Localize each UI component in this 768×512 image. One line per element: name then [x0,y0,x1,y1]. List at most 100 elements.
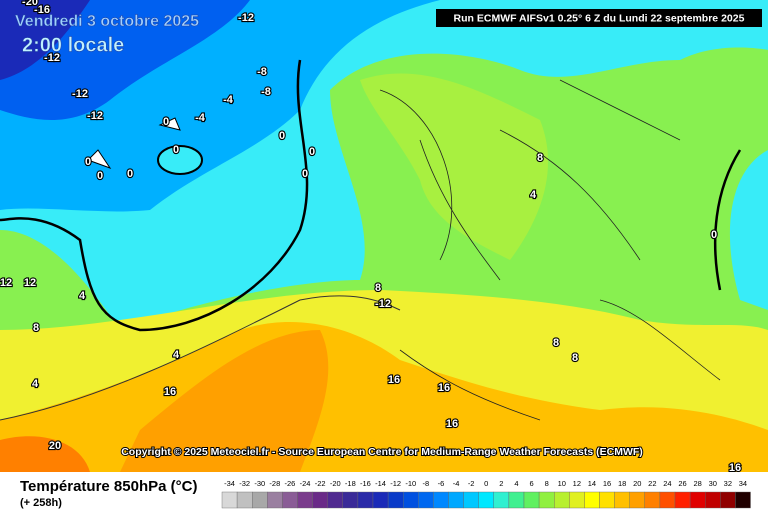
contour-label: 16 [438,382,450,394]
legend-tick-label: -14 [375,479,386,488]
contour-label: 8 [33,322,39,334]
legend-tick-label: 2 [499,479,503,488]
zero-isotherm [0,59,309,332]
legend-swatch [599,491,615,509]
legend-swatch [659,491,676,509]
contour-label: 8 [537,152,543,164]
legend-swatch [569,491,585,509]
legend-swatch [251,491,268,509]
legend-swatch [629,491,646,509]
legend-tick-label: -4 [453,479,460,488]
contour-label: -12 [238,12,254,24]
legend-tick-label: 20 [633,479,641,488]
contour-label: 0 [163,116,169,128]
legend-swatch [418,491,434,509]
legend-tick-label: -30 [254,479,265,488]
isotherm [0,295,401,421]
legend-tick-label: -32 [239,479,250,488]
legend-tick-label: -10 [405,479,416,488]
contour-label: 0 [97,170,103,182]
contour-label: -4 [195,112,206,124]
contour-label: 12 [24,277,36,289]
contour-label: 0 [711,229,717,241]
legend-tick-label: -24 [300,479,311,488]
contour-label: 20 [49,440,61,452]
contour-label: 16 [729,462,741,474]
contour-label: 0 [279,130,285,142]
legend-tick-label: -22 [315,479,326,488]
map [0,0,768,472]
legend-swatch [342,491,359,509]
contour-label: 4 [79,290,86,302]
mild-zone-2 [360,73,549,260]
contour-label: -8 [257,66,267,78]
legend-swatch [312,491,328,509]
legend-tick-label: 8 [545,479,549,488]
legend-swatch [463,491,479,509]
legend-tick-label: 18 [618,479,626,488]
copyright: Copyright © 2025 Meteociel.fr - Source E… [121,446,643,458]
legend-tick-label: -20 [330,479,341,488]
legend-swatch [523,491,540,509]
legend-tick-label: 26 [678,479,686,488]
hottest-zone [0,436,90,472]
legend-swatch [357,491,374,509]
legend-tick-label: 10 [558,479,566,488]
legend-swatch [508,491,525,509]
contour-label: -20 [22,0,38,8]
legend-swatch [644,491,661,509]
legend-tick-label: -18 [345,479,356,488]
contour-label: -12 [87,110,103,122]
legend-tick-label: -16 [360,479,371,488]
contour-label: 0 [127,168,133,180]
legend-tick-label: -34 [224,479,235,488]
legend-tick-label: 28 [693,479,701,488]
footer-title: Température 850hPa (°C) [20,478,197,495]
contour-label: -12 [44,52,60,64]
contour-label: 16 [388,374,400,386]
legend-swatch [236,491,253,509]
legend-tick-label: 16 [603,479,611,488]
contour-label: 16 [446,418,458,430]
legend-swatch [614,491,630,509]
legend-tick-label: 22 [648,479,656,488]
legend-tick-label: 34 [739,479,747,488]
zero-isotherm-east [713,149,742,291]
contour-label: -16 [34,4,50,16]
legend-swatch [387,491,404,509]
legend-swatch [554,491,570,509]
contour-label: 8 [553,337,559,349]
forecast-date: Vendredi 3 octobre 2025 [15,13,199,30]
legend-tick-label: 32 [724,479,732,488]
legend-swatch [297,491,313,509]
coldest-zone [0,0,90,80]
legend-tick-label: -28 [269,479,280,488]
legend-tick-label: 30 [709,479,717,488]
legend-tick-label: 4 [514,479,518,488]
legend-tick-label: -8 [423,479,430,488]
legend-swatch [403,491,419,509]
color-legend: -34 -32 -30 -28 -26 -24 -22 -20 -18 -16 -14 -12 -10-… [221,479,751,509]
legend-swatch [705,491,721,509]
legend-tick-label: -6 [438,479,445,488]
legend-swatch [448,491,464,509]
legend-swatch [720,491,736,509]
contour-label: -4 [223,94,234,106]
land-fragments [87,117,181,169]
contour-label: -8 [261,86,271,98]
legend-swatch [538,491,555,509]
legend-tick-label: 24 [663,479,671,488]
contour-label: 0 [302,168,308,180]
legend-tick-label: 6 [529,479,533,488]
legend-swatch [689,491,706,509]
legend-swatch [674,491,691,509]
legend-swatch [221,491,238,509]
legend-swatch [478,491,495,509]
legend-tick-label: -26 [285,479,296,488]
contour-label: 8 [572,352,578,364]
legend-swatch [327,491,344,509]
legend-tick-label: -2 [468,479,475,488]
contour-label: 8 [375,282,381,294]
contour-label: 0 [173,144,179,156]
